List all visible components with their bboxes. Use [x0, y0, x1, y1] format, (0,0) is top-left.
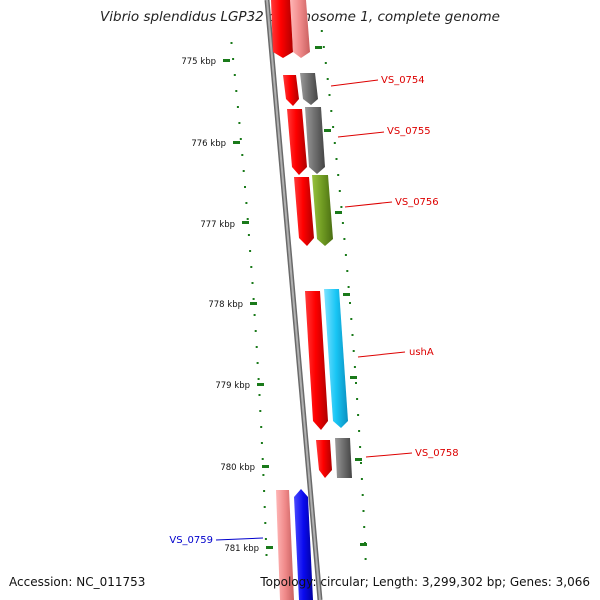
- outer-ruler-dots: [320, 30, 367, 560]
- gene-arrow[interactable]: [305, 107, 325, 174]
- gene-arrow[interactable]: [294, 177, 314, 246]
- ruler-label: 781 kbp: [224, 544, 259, 554]
- chromosome-backbone: [264, 0, 323, 600]
- gene-arrow[interactable]: [294, 489, 313, 600]
- ruler-label: 779 kbp: [215, 381, 250, 391]
- gene-arrow[interactable]: [312, 175, 333, 246]
- gene-label-vs0754[interactable]: VS_0754: [381, 75, 425, 86]
- gene-arrow[interactable]: [324, 289, 348, 428]
- label-leaders: [330, 79, 413, 458]
- accession-text: Accession: NC_011753: [9, 575, 146, 589]
- ruler-tick: [257, 383, 264, 386]
- gene-arrow[interactable]: [276, 490, 294, 600]
- ruler-tick: [250, 302, 257, 305]
- ruler-label: 775 kbp: [181, 57, 216, 67]
- ruler-tick: [223, 59, 230, 62]
- gene-arrow[interactable]: [287, 109, 307, 175]
- gene-arrow[interactable]: [305, 291, 328, 430]
- gene-label-vs0759[interactable]: VS_0759: [169, 535, 213, 546]
- gene-arrow[interactable]: [290, 0, 310, 58]
- ruler-tick: [262, 465, 269, 468]
- gene-arrow[interactable]: [283, 75, 299, 106]
- gene-arrow[interactable]: [300, 73, 318, 105]
- ruler-tick: [233, 141, 240, 144]
- gene-label-vs0756[interactable]: VS_0756: [395, 197, 439, 208]
- gene-arrow[interactable]: [335, 438, 352, 478]
- ruler-label: 777 kbp: [200, 220, 235, 230]
- gene-label-usha[interactable]: ushA: [409, 347, 434, 358]
- gene-label-vs0755[interactable]: VS_0755: [387, 126, 431, 137]
- ruler-label: 776 kbp: [191, 139, 226, 149]
- gene-arrow[interactable]: [316, 440, 332, 478]
- genome-summary-text: Topology: circular; Length: 3,299,302 bp…: [260, 575, 590, 589]
- outer-ruler-ticks: [315, 46, 367, 546]
- gene-label-vs0758[interactable]: VS_0758: [415, 448, 459, 459]
- label-leader-blue: [215, 537, 264, 541]
- ruler-tick: [242, 221, 249, 224]
- gene-arrow[interactable]: [271, 0, 293, 58]
- ruler-label: 778 kbp: [208, 300, 243, 310]
- ruler-dots: [230, 42, 268, 556]
- ruler-label: 780 kbp: [220, 463, 255, 473]
- ruler-tick: [266, 546, 273, 549]
